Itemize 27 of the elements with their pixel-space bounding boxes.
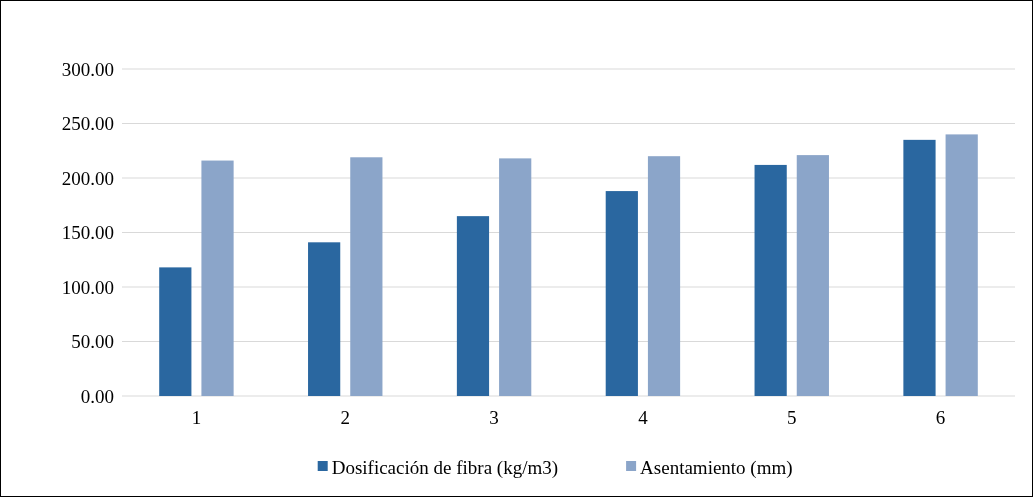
y-tick-label: 0.00 bbox=[80, 385, 114, 407]
bar bbox=[945, 134, 978, 396]
bar bbox=[754, 164, 787, 396]
bar bbox=[605, 191, 638, 396]
bar bbox=[796, 155, 829, 396]
y-tick-label: 250.00 bbox=[61, 113, 114, 135]
bar bbox=[350, 157, 383, 396]
x-tick-label: 1 bbox=[191, 407, 202, 428]
y-tick-label: 300.00 bbox=[61, 58, 114, 80]
x-tick-label: 5 bbox=[787, 407, 797, 428]
x-tick-label: 3 bbox=[489, 407, 499, 428]
y-tick-label: 100.00 bbox=[61, 276, 114, 298]
x-tick-label: 6 bbox=[935, 407, 946, 428]
legend-label: Asentamiento (mm) bbox=[640, 456, 793, 479]
y-tick-label: 200.00 bbox=[61, 167, 114, 189]
bar bbox=[456, 216, 490, 396]
bar bbox=[647, 156, 681, 396]
bar bbox=[159, 267, 192, 396]
legend-label: Dosificación de fibra (kg/m3) bbox=[331, 456, 559, 479]
y-tick-label: 50.00 bbox=[71, 331, 114, 353]
bar bbox=[308, 242, 341, 396]
bar bbox=[499, 158, 532, 396]
x-tick-label: 2 bbox=[340, 407, 350, 428]
x-tick-label: 4 bbox=[638, 407, 649, 428]
bar bbox=[201, 160, 234, 396]
y-tick-label: 150.00 bbox=[61, 222, 114, 244]
bar bbox=[903, 139, 936, 396]
